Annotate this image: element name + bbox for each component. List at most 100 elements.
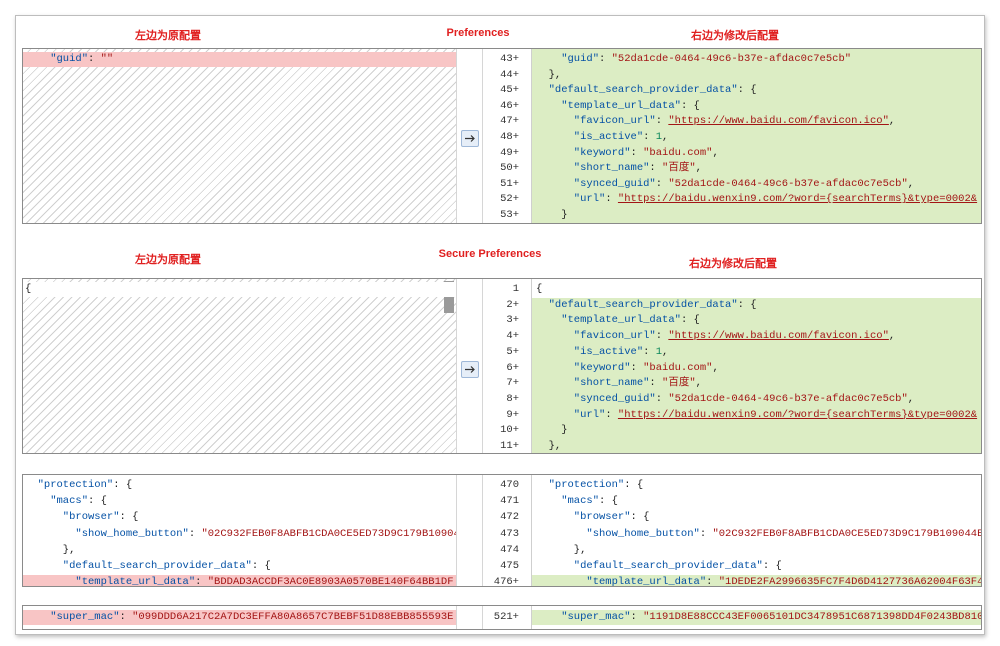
code-token: "52da1cde-0464-49c6-b37e-afdac0c7e5cb"	[611, 53, 852, 65]
code-token: :	[630, 146, 644, 159]
code-token: "baidu.com"	[643, 361, 713, 374]
code-token: "url"	[536, 408, 606, 421]
code-token: "super_mac"	[536, 611, 631, 623]
code-token: "https://baidu.wenxin9.com/?word={search…	[617, 193, 978, 206]
line-numbers: 521+	[482, 606, 531, 629]
code-token: : {	[680, 99, 700, 112]
scrollbar	[444, 281, 454, 313]
left-pane: {	[23, 279, 456, 453]
code-token: : {	[119, 511, 139, 524]
code-token: "guid"	[25, 53, 89, 65]
code-line: "browser": {	[23, 510, 456, 525]
code-line: "browser": {	[532, 510, 981, 525]
code-line: },	[532, 439, 981, 453]
title: Preferences	[446, 27, 510, 39]
code-token: ,	[888, 330, 896, 343]
code-token: :	[630, 361, 644, 374]
code-token: : {	[762, 560, 782, 572]
code-token: "favicon_url"	[536, 115, 656, 128]
code-token: :	[649, 377, 663, 390]
code-token: "https://baidu.wenxin9.com/?word={search…	[617, 408, 978, 421]
code-token: "favicon_url"	[536, 330, 656, 343]
code-line: "default_search_provider_data": {	[532, 297, 981, 313]
line-number: 8+	[506, 392, 519, 405]
code-token: }	[536, 424, 568, 437]
code-line: "guid": ""	[23, 52, 456, 67]
code-line: "short_name": "百度",	[532, 161, 981, 177]
code-token: "BDDAD3ACCDF3AC0E8903A0570BE140F64BB1DF	[207, 576, 454, 586]
code-line: "is_active": 1,	[532, 130, 981, 145]
line-number: 521+	[493, 611, 519, 623]
code-token: :	[655, 115, 669, 128]
code-token: "default_search_provider_data"	[536, 560, 763, 572]
code-line: "show_home_button": "02C932FEB0F8ABFB1CD…	[23, 527, 456, 542]
line-number: 470	[500, 479, 519, 491]
code-line: "super_mac": "099DDD6A217C2A7DC3EFFA80A8…	[23, 610, 456, 625]
code-token: :	[188, 527, 202, 540]
code-token: },	[536, 543, 587, 556]
gutter	[456, 279, 483, 453]
line-number: 3+	[506, 314, 519, 327]
code-token: 1	[655, 131, 663, 143]
left-caption: 左边为原配置	[135, 254, 201, 266]
code-line: "template_url_data": {	[532, 313, 981, 329]
code-token: :	[119, 611, 133, 623]
copy-arrow-button[interactable]	[461, 360, 479, 378]
line-number: 471	[500, 495, 519, 508]
code-line: "is_active": 1,	[532, 344, 981, 360]
code-token: "02C932FEB0F8ABFB1CDA0CE5ED73D9C179B1090…	[201, 527, 456, 540]
copy-arrow-button[interactable]	[461, 130, 479, 147]
code-token: "1DEDE2FA2996635FC7F4D6D4127736A62004F63…	[718, 576, 981, 586]
code-token: "guid"	[536, 53, 600, 65]
code-token: "show_home_button"	[536, 527, 700, 540]
code-token: : {	[624, 479, 644, 491]
code-line: "template_url_data": {	[532, 98, 981, 114]
line-number: 472	[500, 511, 519, 524]
line-number: 50+	[500, 162, 519, 175]
line-number: 52+	[500, 193, 519, 206]
line-number: 43+	[500, 53, 519, 65]
code-token: "is_active"	[536, 131, 644, 143]
code-token: "synced_guid"	[536, 392, 656, 405]
code-line: {	[532, 282, 981, 297]
code-token: ,	[712, 361, 719, 374]
code-token: "02C932FEB0F8ABFB1CDA0CE5ED73D9C179B1090…	[712, 527, 981, 540]
code-token: ,	[662, 131, 669, 143]
code-token: : {	[630, 511, 650, 524]
gutter	[456, 49, 483, 223]
line-number: 6+	[506, 361, 519, 374]
code-token: "keyword"	[536, 146, 631, 159]
code-line: }	[532, 208, 981, 223]
line-number: 474	[500, 543, 519, 556]
line-number: 53+	[500, 209, 519, 221]
code-line: "guid": "52da1cde-0464-49c6-b37e-afdac0c…	[532, 52, 981, 67]
code-token: "macs"	[25, 495, 89, 508]
code-token: :	[643, 345, 656, 358]
code-token: :	[655, 177, 669, 190]
code-token: :	[195, 576, 208, 586]
line-number: 476+	[493, 576, 519, 587]
code-line: "default_search_provider_data": {	[532, 559, 981, 574]
code-token: "super_mac"	[25, 611, 120, 623]
code-token: "keyword"	[536, 361, 631, 374]
code-line: "template_url_data": "1DEDE2FA2996635FC7…	[532, 575, 981, 586]
code-line: "protection": {	[23, 478, 456, 493]
code-token: :	[706, 576, 719, 586]
code-token: :	[605, 408, 618, 421]
left-caption: 左边为原配置	[135, 30, 201, 42]
code-line: "template_url_data": "BDDAD3ACCDF3AC0E89…	[23, 575, 456, 586]
code-token: }	[536, 209, 568, 221]
line-number: 9+	[506, 408, 519, 421]
line-number: 10+	[500, 424, 519, 437]
line-number: 1	[512, 283, 519, 295]
code-line: "synced_guid": "52da1cde-0464-49c6-b37e-…	[532, 176, 981, 192]
code-line: "favicon_url": "https://www.baidu.com/fa…	[532, 329, 981, 345]
code-token: "browser"	[25, 511, 120, 524]
right-pane: "protection": { "macs": { "browser": { "…	[531, 475, 981, 586]
left-pane: "protection": { "macs" : { "browser": { "…	[23, 475, 456, 586]
code-line: "protection": {	[532, 478, 981, 493]
line-numbers: 43+ 44+ 45+ 46+ 47+ 48+ 49+ 50+ 51+ 52+ 53+	[482, 49, 531, 223]
code-token: "template_url_data"	[536, 314, 681, 327]
gutter	[456, 606, 483, 629]
code-token: "template_url_data"	[536, 576, 707, 586]
